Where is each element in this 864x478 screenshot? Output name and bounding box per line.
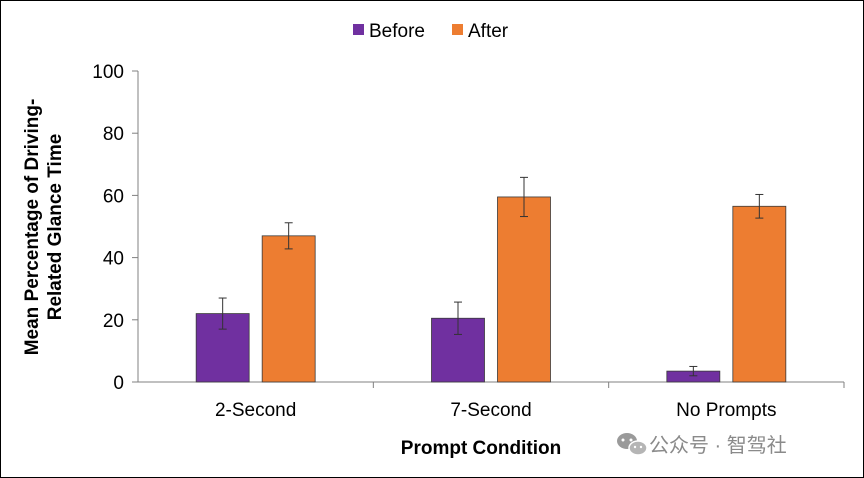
y-tick-label: 60 [103, 186, 124, 207]
bar-after [261, 235, 316, 383]
y-tick-label: 0 [113, 373, 124, 394]
bar-after [497, 196, 551, 383]
y-tick-label: 100 [92, 62, 124, 83]
y-axis-title: Mean Percentage of Driving- Related Glanc… [22, 99, 66, 356]
legend-label-before: Before [369, 21, 425, 42]
x-tick-label: 2-Second [215, 400, 296, 421]
legend: Before After [353, 21, 509, 42]
x-axis-title: Prompt Condition [401, 438, 561, 459]
watermark-text: 公众号 · 智驾社 [649, 434, 787, 457]
legend-swatch-after [452, 24, 463, 35]
wechat-icon [617, 433, 648, 456]
y-tick-label: 80 [103, 124, 124, 145]
x-axis: 2-Second 7-Second No Prompts [138, 381, 845, 421]
y-axis-title-line-1: Mean Percentage of Driving- [22, 99, 43, 356]
legend-swatch-before [353, 24, 364, 35]
y-tick-label: 40 [103, 249, 124, 270]
bars [195, 196, 787, 383]
watermark: 公众号 · 智驾社 [617, 433, 787, 457]
y-tick-label: 20 [103, 311, 124, 332]
x-tick-label: No Prompts [676, 400, 776, 421]
x-tick-label: 7-Second [450, 400, 531, 421]
y-axis-title-line-2: Related Glance Time [45, 134, 66, 321]
error-bars [218, 176, 764, 377]
legend-label-after: After [468, 21, 509, 42]
y-axis: 0 20 40 60 80 100 [92, 62, 139, 394]
bar-after [732, 205, 787, 383]
